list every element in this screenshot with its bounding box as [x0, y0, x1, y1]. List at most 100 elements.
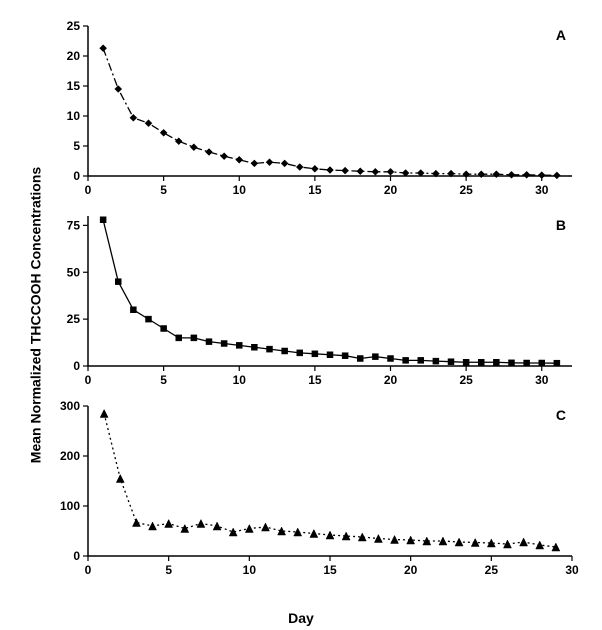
data-marker: [130, 114, 137, 121]
data-marker: [145, 120, 152, 127]
svg-text:15: 15: [308, 183, 322, 197]
data-marker: [115, 279, 121, 285]
data-marker: [372, 354, 378, 360]
data-marker: [213, 522, 221, 530]
data-marker: [251, 344, 257, 350]
svg-text:5: 5: [165, 563, 172, 577]
data-marker: [221, 341, 227, 347]
data-marker: [326, 531, 334, 539]
data-marker: [342, 167, 349, 174]
svg-text:20: 20: [404, 563, 418, 577]
data-marker: [251, 160, 258, 167]
data-marker: [357, 356, 363, 362]
figure: Mean Normalized THCCOOH Concentrations D…: [0, 0, 602, 630]
data-marker: [312, 351, 318, 357]
data-marker: [553, 172, 560, 179]
data-marker: [374, 535, 382, 543]
data-marker: [206, 339, 212, 345]
svg-text:20: 20: [67, 49, 81, 63]
svg-text:10: 10: [67, 109, 81, 123]
data-marker: [267, 346, 273, 352]
data-marker: [455, 538, 463, 546]
svg-text:5: 5: [160, 373, 167, 387]
data-marker: [197, 520, 205, 528]
svg-text:300: 300: [60, 399, 80, 413]
svg-text:30: 30: [565, 563, 579, 577]
data-marker: [418, 357, 424, 363]
svg-text:25: 25: [485, 563, 499, 577]
svg-text:0: 0: [85, 373, 92, 387]
data-marker: [176, 335, 182, 341]
data-marker: [387, 168, 394, 175]
data-marker: [463, 359, 469, 365]
data-marker: [524, 360, 530, 366]
panel-A: 0510152025051015202530A: [80, 20, 580, 200]
data-marker: [342, 353, 348, 359]
svg-text:10: 10: [233, 183, 247, 197]
svg-text:25: 25: [67, 19, 81, 33]
data-marker: [100, 217, 106, 223]
data-marker: [281, 160, 288, 167]
data-marker: [310, 530, 318, 538]
data-marker: [130, 307, 136, 313]
svg-text:200: 200: [60, 449, 80, 463]
data-marker: [149, 522, 157, 530]
data-marker: [391, 536, 399, 544]
y-axis-label: Mean Normalized THCCOOH Concentrations: [28, 167, 44, 463]
data-marker: [311, 165, 318, 172]
series-line-B: [103, 220, 557, 363]
data-marker: [236, 342, 242, 348]
panel-label-C: C: [556, 407, 566, 423]
data-marker: [181, 525, 189, 533]
data-marker: [100, 410, 108, 418]
svg-text:0: 0: [73, 549, 80, 563]
data-marker: [509, 360, 515, 366]
data-marker: [327, 167, 334, 174]
svg-text:20: 20: [384, 183, 398, 197]
svg-text:25: 25: [67, 312, 81, 326]
data-marker: [554, 360, 560, 366]
data-marker: [221, 153, 228, 160]
svg-text:15: 15: [308, 373, 322, 387]
panel-label-A: A: [556, 27, 566, 43]
data-marker: [100, 45, 107, 52]
data-marker: [297, 350, 303, 356]
data-marker: [508, 171, 515, 178]
data-marker: [296, 164, 303, 171]
data-marker: [245, 525, 253, 533]
panel-label-B: B: [556, 217, 566, 233]
data-marker: [539, 360, 545, 366]
data-marker: [175, 138, 182, 145]
data-marker: [388, 356, 394, 362]
data-marker: [206, 149, 213, 156]
data-marker: [357, 168, 364, 175]
svg-text:0: 0: [85, 563, 92, 577]
x-axis-label: Day: [288, 610, 314, 626]
panel-C: 0100200300051015202530C: [80, 400, 580, 580]
data-marker: [266, 159, 273, 166]
data-marker: [191, 335, 197, 341]
data-marker: [372, 168, 379, 175]
data-marker: [116, 475, 124, 483]
svg-text:10: 10: [243, 563, 257, 577]
svg-text:25: 25: [459, 183, 473, 197]
data-marker: [327, 352, 333, 358]
data-marker: [523, 171, 530, 178]
data-marker: [160, 129, 167, 136]
svg-text:5: 5: [160, 183, 167, 197]
svg-text:30: 30: [535, 183, 549, 197]
data-marker: [261, 523, 269, 531]
data-marker: [433, 358, 439, 364]
data-marker: [439, 537, 447, 545]
data-marker: [403, 357, 409, 363]
svg-text:15: 15: [323, 563, 337, 577]
svg-text:75: 75: [67, 218, 81, 232]
svg-text:0: 0: [85, 183, 92, 197]
panel-B: 0255075051015202530B: [80, 210, 580, 390]
data-marker: [146, 316, 152, 322]
data-marker: [478, 359, 484, 365]
data-marker: [448, 359, 454, 365]
data-marker: [282, 348, 288, 354]
data-marker: [538, 172, 545, 179]
series-line-A: [103, 48, 557, 175]
